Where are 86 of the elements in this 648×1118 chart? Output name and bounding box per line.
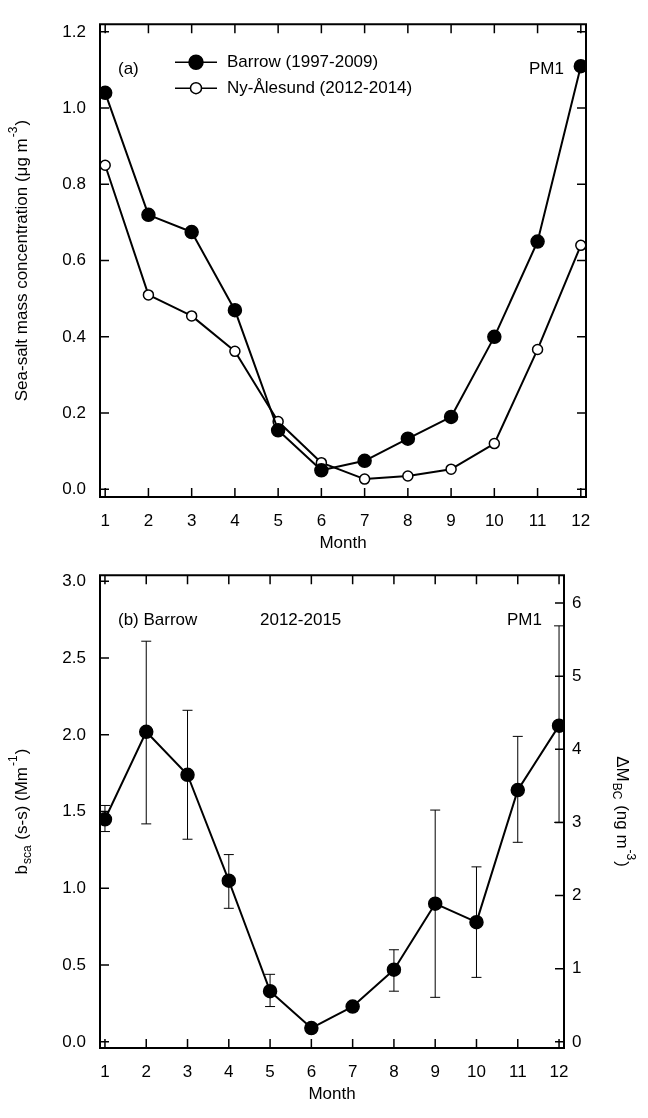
point <box>229 345 241 358</box>
x-tick-label: 6 <box>306 1061 317 1081</box>
y-tick-label: 1.5 <box>62 801 86 821</box>
point <box>141 207 156 223</box>
point <box>443 409 459 425</box>
point <box>469 914 484 930</box>
annotation: 2012-2015 <box>260 609 342 629</box>
x-tick-label: 9 <box>430 1061 440 1081</box>
annotation: PM1 <box>507 609 542 629</box>
annotation: (a) <box>118 58 139 78</box>
point <box>488 437 501 450</box>
y2-tick-label: 5 <box>572 665 582 685</box>
x-tick-label: 7 <box>347 1061 358 1081</box>
y-tick-label: 2.5 <box>62 647 86 667</box>
x-tick-label: 5 <box>265 1061 275 1081</box>
x-tick-label: 11 <box>508 1061 527 1081</box>
legend-label: Ny-Ålesund (2012-2014) <box>227 77 413 97</box>
x-axis-title: Month <box>308 1083 356 1103</box>
x-tick-label: 10 <box>467 1061 486 1081</box>
y-tick-label: 1.0 <box>62 97 86 117</box>
x-tick-label: 4 <box>230 510 240 530</box>
point <box>487 329 502 345</box>
x-tick-label: 2 <box>143 510 154 530</box>
point <box>138 724 154 740</box>
y-tick-label: 0.2 <box>62 402 86 422</box>
y-tick-label: 2.0 <box>62 724 86 744</box>
x-tick-label: 3 <box>186 510 197 530</box>
point <box>100 159 111 172</box>
point <box>100 85 113 101</box>
annotation: PM1 <box>529 58 564 78</box>
x-tick-label: 4 <box>224 1061 234 1081</box>
point <box>575 239 586 252</box>
point <box>510 782 526 798</box>
point <box>400 431 416 446</box>
point <box>358 473 371 485</box>
y2-tick-label: 4 <box>572 738 582 758</box>
point <box>227 302 243 318</box>
x-tick-label: 6 <box>316 510 327 530</box>
point <box>573 58 586 74</box>
y-tick-label: 0.6 <box>62 250 86 270</box>
point <box>221 873 237 888</box>
point <box>427 896 443 911</box>
point <box>270 423 286 438</box>
point <box>531 343 544 356</box>
x-tick-label: 12 <box>549 1061 569 1081</box>
x-tick-label: 1 <box>100 510 110 530</box>
y2-tick-label: 6 <box>572 592 582 612</box>
point <box>180 767 195 783</box>
x-tick-label: 10 <box>484 510 504 530</box>
y2-tick-label: 0 <box>572 1031 582 1051</box>
legend-label: Barrow (1997-2009) <box>227 51 379 71</box>
point <box>185 310 198 322</box>
y-tick-label: 0.4 <box>62 326 86 346</box>
y-tick-label: 1.0 <box>62 878 86 898</box>
x-tick-label: 3 <box>182 1061 193 1081</box>
y2-tick-label: 3 <box>572 812 582 832</box>
y-tick-label: 0.8 <box>62 174 86 194</box>
x-tick-label: 5 <box>273 510 283 530</box>
y-tick-label: 0.0 <box>62 479 86 499</box>
y-axis-title: Sea-salt mass concentration (μg m-3) <box>6 119 31 402</box>
point <box>142 289 155 301</box>
point <box>530 234 545 249</box>
y2-axis-title: ΔMBC (ng m-3) <box>609 756 638 867</box>
y2-tick-label: 1 <box>572 958 582 978</box>
y-tick-label: 0.5 <box>62 954 86 974</box>
y-tick-label: 3.0 <box>62 571 86 591</box>
point <box>402 470 414 482</box>
point <box>314 463 329 478</box>
x-tick-label: 12 <box>571 510 591 530</box>
point <box>445 463 457 475</box>
x-tick-label: 2 <box>141 1061 151 1081</box>
annotation: (b) Barrow <box>118 609 199 629</box>
point <box>345 999 360 1014</box>
x-tick-label: 8 <box>403 510 413 530</box>
point <box>184 224 199 240</box>
x-tick-label: 7 <box>359 510 370 530</box>
x-tick-label: 8 <box>389 1061 399 1081</box>
y-axis-title: bsca (s-s) (Mm-1) <box>6 748 35 875</box>
x-tick-label: 9 <box>446 510 456 530</box>
x-axis-title: Month <box>319 532 367 552</box>
y-tick-label: 1.2 <box>62 21 86 41</box>
point <box>357 453 372 469</box>
y-tick-label: 0.0 <box>62 1031 86 1051</box>
x-tick-label: 11 <box>528 510 547 530</box>
x-tick-label: 1 <box>100 1061 110 1081</box>
y2-tick-label: 2 <box>572 885 582 905</box>
